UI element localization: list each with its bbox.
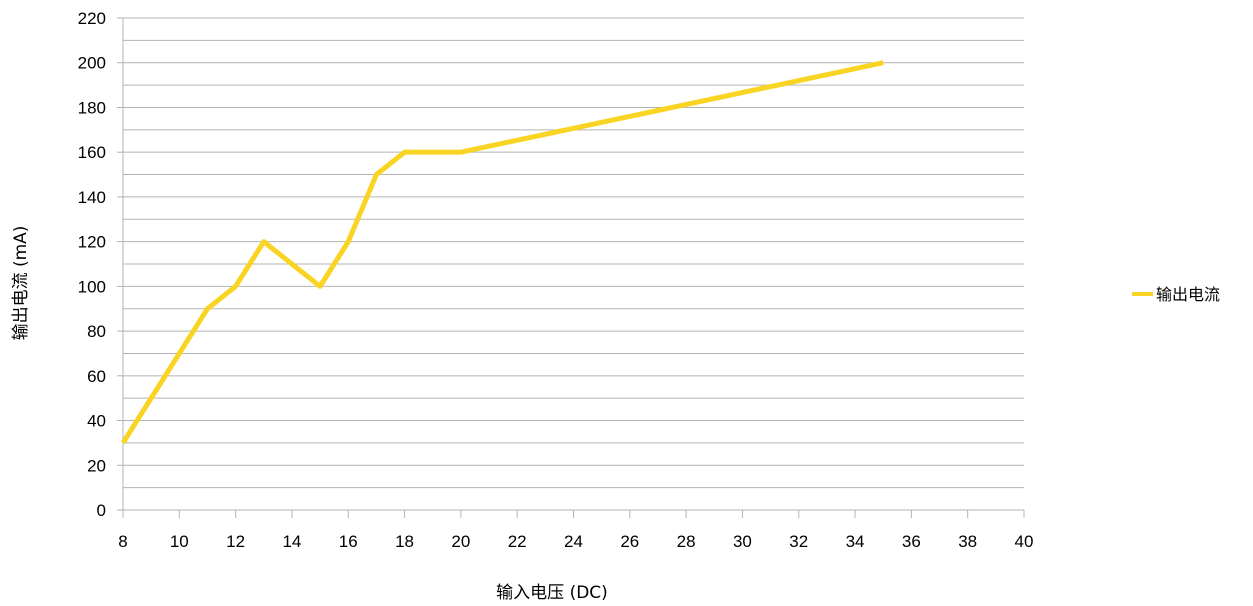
y-tick-labels: 0 20 40 60 80 100 120 140 160 180 200 220	[78, 9, 123, 520]
x-tick-label: 16	[339, 532, 358, 551]
data-point	[263, 241, 265, 243]
x-tick-label: 20	[451, 532, 470, 551]
x-tick-label: 10	[170, 532, 189, 551]
y-tick-label: 20	[87, 456, 106, 475]
series-layer	[120, 60, 884, 445]
data-point	[235, 285, 237, 287]
x-tick-label: 30	[733, 532, 752, 551]
x-tick-label: 18	[395, 532, 414, 551]
y-tick-label: 60	[87, 367, 106, 386]
x-tick-label: 34	[846, 532, 865, 551]
series-line	[120, 60, 884, 445]
y-tick-label: 200	[78, 54, 106, 73]
x-axis-title: 输入电压 (DC)	[496, 583, 608, 603]
y-tick-label: 160	[78, 143, 106, 162]
x-tick-labels: 8 10 12 14 16 18 20 22 24 26 28 30 32 34 36 38 40	[118, 510, 1033, 551]
data-point	[319, 285, 321, 287]
data-point	[347, 241, 349, 243]
y-tick-label: 80	[87, 322, 106, 341]
y-tick-label: 140	[78, 188, 106, 207]
y-tick-label: 40	[87, 412, 106, 431]
x-tick-label: 26	[620, 532, 639, 551]
x-tick-label: 12	[226, 532, 245, 551]
x-tick-label: 36	[902, 532, 921, 551]
y-tick-label: 120	[78, 233, 106, 252]
data-point	[404, 151, 406, 153]
data-point	[882, 62, 884, 64]
y-axis-title: 输出电流 (mA)	[11, 226, 31, 341]
grid-lines	[123, 17, 1024, 489]
x-tick-label: 38	[958, 532, 977, 551]
y-tick-label: 180	[78, 98, 106, 117]
x-tick-label: 22	[508, 532, 527, 551]
y-tick-label: 220	[78, 9, 106, 28]
x-tick-label: 8	[118, 532, 127, 551]
data-point	[206, 308, 208, 310]
x-tick-label: 14	[282, 532, 301, 551]
x-tick-label: 40	[1015, 532, 1034, 551]
x-tick-label: 24	[564, 532, 583, 551]
legend-label: 输出电流	[1156, 285, 1220, 304]
data-point	[122, 442, 124, 444]
x-tick-label: 28	[677, 532, 696, 551]
y-tick-label: 100	[78, 277, 106, 296]
y-tick-label: 0	[97, 501, 106, 520]
legend: 输出电流	[1132, 285, 1220, 304]
x-tick-label: 32	[789, 532, 808, 551]
data-point	[375, 174, 377, 176]
data-point	[460, 151, 462, 153]
